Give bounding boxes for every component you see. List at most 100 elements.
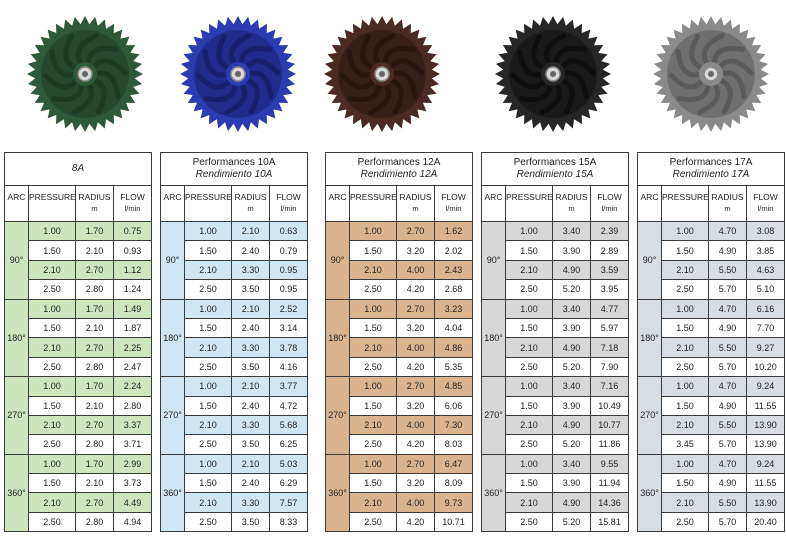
pressure-cell: 2.10 xyxy=(349,414,397,436)
flow-cell: 11.94 xyxy=(589,473,630,494)
pressure-cell: 2.10 xyxy=(28,414,76,436)
radius-cell: 2.70 xyxy=(396,220,435,242)
table-title: Performances 10A Rendimiento 10A xyxy=(159,152,309,186)
table-row: 360° 1.00 3.40 9.55 xyxy=(481,453,630,533)
flow-cell: 5.03 xyxy=(268,453,309,475)
arc-cell: 90° xyxy=(325,221,350,300)
pressure-cell: 1.00 xyxy=(505,453,553,475)
radius-cell: 2.10 xyxy=(75,473,114,494)
flow-cell: 8.03 xyxy=(433,434,474,455)
flow-cell: 4.04 xyxy=(433,317,474,339)
flow-cell: 3.23 xyxy=(433,298,474,319)
flow-cell: 0.95 xyxy=(268,259,309,281)
arc-cell: 360° xyxy=(4,453,29,533)
pressure-cell: 1.00 xyxy=(184,298,232,319)
flow-cell: 3.95 xyxy=(589,279,630,300)
nozzle-10A-image xyxy=(178,14,298,134)
table-row: 360° 1.00 4.70 9.24 xyxy=(637,453,786,533)
pressure-cell: 2.50 xyxy=(28,356,76,378)
arc-cell: 270° xyxy=(4,376,29,455)
flow-cell: 4.72 xyxy=(268,395,309,416)
table-row: 2.10 4.90 10.77 xyxy=(482,414,630,436)
table-row: 1.50 3.20 8.09 xyxy=(326,473,474,494)
pressure-cell: 2.50 xyxy=(505,279,553,300)
arc-cell: 270° xyxy=(637,376,662,455)
table-row: 2.10 3.30 5.68 xyxy=(161,414,309,436)
title-en: Performances 17A xyxy=(669,157,753,168)
pressure-cell: 1.50 xyxy=(184,317,232,339)
title-es: Rendimiento 17A xyxy=(672,169,750,180)
flow-cell: 2.89 xyxy=(589,240,630,261)
table-row: 2.50 5.70 5.10 xyxy=(638,279,786,300)
radius-cell: 2.10 xyxy=(75,240,114,261)
pressure-cell: 1.00 xyxy=(661,376,709,397)
flow-cell: 4.86 xyxy=(433,337,474,358)
radius-cell: 2.40 xyxy=(231,317,270,339)
table-row: 1.50 3.90 10.49 xyxy=(482,395,630,416)
flow-cell: 10.49 xyxy=(589,395,630,416)
flow-cell: 13.90 xyxy=(745,434,786,455)
nozzle-8A-image xyxy=(25,14,145,134)
radius-cell: 3.50 xyxy=(231,279,270,300)
table-row: 2.50 4.20 8.03 xyxy=(326,434,474,455)
pressure-cell: 1.50 xyxy=(349,395,397,416)
table-row: 2.50 5.70 20.40 xyxy=(638,511,786,533)
flow-cell: 9.24 xyxy=(745,453,786,475)
table-row: 270° 1.00 3.40 7.16 xyxy=(481,376,630,455)
flow-cell: 3.71 xyxy=(112,434,153,455)
radius-cell: 2.70 xyxy=(75,414,114,436)
table-row: 90° 1.00 2.70 1.62 xyxy=(325,220,474,300)
radius-cell: 3.90 xyxy=(552,240,591,261)
radius-cell: 5.20 xyxy=(552,356,591,378)
radius-cell: 4.70 xyxy=(708,453,747,475)
radius-cell: 2.70 xyxy=(396,453,435,475)
pressure-cell: 1.00 xyxy=(349,220,397,242)
pressure-cell: 2.50 xyxy=(661,279,709,300)
flow-cell: 10.71 xyxy=(433,511,474,533)
flow-cell: 3.08 xyxy=(745,220,786,242)
table-row: 1.50 2.10 0.93 xyxy=(5,240,153,261)
radius-cell: 3.30 xyxy=(231,337,270,358)
radius-cell: 2.10 xyxy=(231,376,270,397)
flow-cell: 10.20 xyxy=(745,356,786,378)
flow-cell: 0.75 xyxy=(112,220,153,242)
flow-cell: 8.09 xyxy=(433,473,474,494)
radius-cell: 5.50 xyxy=(708,337,747,358)
table-row: 1.50 2.10 2.80 xyxy=(5,395,153,416)
pressure-cell: 1.50 xyxy=(349,317,397,339)
table-row: 2.10 4.90 3.59 xyxy=(482,259,630,281)
flow-cell: 6.16 xyxy=(745,298,786,319)
header-arc: ARC xyxy=(4,185,29,222)
radius-cell: 4.90 xyxy=(708,317,747,339)
header-arc: ARC xyxy=(481,185,506,222)
pressure-cell: 1.00 xyxy=(28,453,76,475)
pressure-cell: 1.00 xyxy=(505,220,553,242)
pressure-cell: 1.50 xyxy=(349,240,397,261)
pressure-cell: 2.50 xyxy=(184,356,232,378)
pressure-cell: 2.50 xyxy=(184,511,232,533)
flow-cell: 4.77 xyxy=(589,298,630,319)
pressure-cell: 1.00 xyxy=(184,376,232,397)
pressure-cell: 2.10 xyxy=(28,259,76,281)
pressure-cell: 1.50 xyxy=(505,395,553,416)
flow-cell: 11.55 xyxy=(745,395,786,416)
table-row: 2.10 3.30 7.57 xyxy=(161,492,309,513)
flow-cell: 6.47 xyxy=(433,453,474,475)
title-en: Performances 10A xyxy=(192,157,276,168)
radius-cell: 4.00 xyxy=(396,259,435,281)
pressure-cell: 2.10 xyxy=(661,492,709,513)
header-radius: RADIUS m xyxy=(552,185,591,222)
pressure-cell: 2.50 xyxy=(184,434,232,455)
radius-cell: 1.70 xyxy=(75,298,114,319)
flow-cell: 5.97 xyxy=(589,317,630,339)
pressure-cell: 1.00 xyxy=(505,376,553,397)
radius-cell: 3.20 xyxy=(396,473,435,494)
performance-table-12A: Performances 12A Rendimiento 12A ARC PRE… xyxy=(324,152,474,533)
table-row: 2.10 4.00 7.30 xyxy=(326,414,474,436)
title-es: Rendimiento 10A xyxy=(195,169,273,180)
flow-cell: 9.55 xyxy=(589,453,630,475)
performance-table-17A: Performances 17A Rendimiento 17A ARC PRE… xyxy=(636,152,786,533)
header-flow: FLOW l/min xyxy=(745,185,786,222)
table-row: 270° 1.00 1.70 2.24 xyxy=(4,376,153,455)
radius-cell: 2.70 xyxy=(75,337,114,358)
